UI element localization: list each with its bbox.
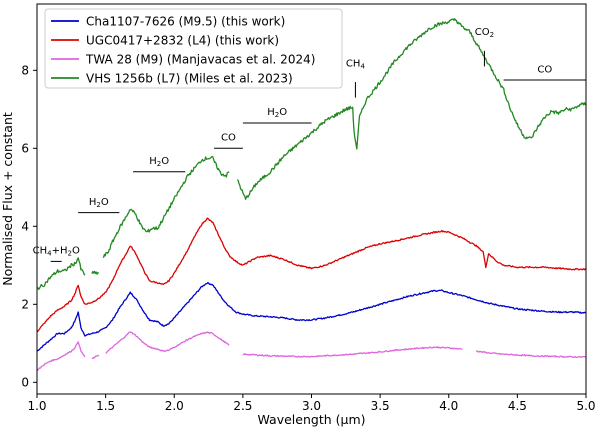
series-line-4-segment-4 — [236, 18, 586, 200]
legend: Cha1107-7626 (M9.5) (this work) UGC0417+2… — [44, 8, 343, 89]
annotation-h2o-1: H2O — [78, 197, 120, 214]
annotation-co-2: CO — [503, 64, 586, 81]
x-tick-label: 2.0 — [165, 399, 184, 413]
x-tick-label: 2.5 — [233, 399, 252, 413]
annotation-label: H2O — [89, 197, 109, 209]
x-tick-label: 3.0 — [302, 399, 321, 413]
annotation-ch4: CH4 — [346, 58, 366, 98]
annotation-ch4-h2o: CH4+H2O — [33, 246, 80, 262]
x-axis-ticks: 1.0 1.5 2.0 2.5 3.0 3.5 4.0 4.5 5.0 — [27, 394, 596, 413]
y-tick-label: 8 — [21, 63, 29, 77]
annotation-layer: CH4+H2O H2O H2O CO H2O CH4 CO2 CO — [33, 27, 586, 262]
annotation-label: CO — [537, 64, 552, 75]
x-tick-label: 4.0 — [439, 399, 458, 413]
annotation-label: CH4 — [346, 58, 366, 70]
series-layer — [37, 18, 586, 372]
annotation-co-1: CO — [214, 133, 243, 149]
series-line-1 — [37, 281, 586, 352]
y-tick-label: 2 — [21, 297, 29, 311]
x-tick-label: 3.5 — [371, 399, 390, 413]
legend-label-4: VHS 1256b (L7) (Miles et al. 2023) — [86, 72, 293, 86]
x-tick-label: 1.5 — [96, 399, 115, 413]
y-axis-label: Normalised Flux + constant — [0, 112, 15, 286]
x-tick-label: 4.5 — [508, 399, 527, 413]
annotation-label: H2O — [149, 156, 169, 168]
series-line-2 — [37, 217, 586, 333]
legend-box — [44, 8, 343, 89]
legend-label-2: UGC0417+2832 (L4) (this work) — [86, 34, 279, 48]
annotation-label: CH4+H2O — [33, 246, 80, 258]
series-line-4-segment-2 — [91, 270, 100, 275]
series-line-3-segment-4 — [242, 346, 463, 358]
y-axis-ticks: 0 2 4 6 8 — [21, 63, 37, 389]
y-tick-label: 0 — [21, 375, 29, 389]
annotation-co2: CO2 — [475, 27, 494, 67]
series-line-3-segment-3 — [105, 331, 230, 354]
annotation-label: H2O — [267, 107, 287, 119]
series-line-4-segment-1 — [37, 257, 86, 290]
y-tick-label: 4 — [21, 219, 29, 233]
annotation-h2o-2: H2O — [133, 156, 186, 173]
series-line-3-segment-2 — [91, 354, 100, 360]
legend-label-1: Cha1107-7626 (M9.5) (this work) — [86, 15, 285, 29]
series-line-3-segment-1 — [37, 341, 86, 372]
x-tick-label: 5.0 — [576, 399, 595, 413]
series-line-3-segment-5 — [475, 350, 586, 359]
annotation-label: CO2 — [475, 27, 494, 39]
series-line-4-segment-3 — [102, 155, 230, 258]
annotation-h2o-3: H2O — [242, 107, 312, 124]
y-tick-label: 6 — [21, 141, 29, 155]
legend-label-3: TWA 28 (M9) (Manjavacas et al. 2024) — [85, 53, 315, 67]
x-tick-label: 1.0 — [27, 399, 46, 413]
x-axis-label: Wavelength (µm) — [257, 412, 365, 427]
annotation-label: CO — [221, 133, 236, 144]
